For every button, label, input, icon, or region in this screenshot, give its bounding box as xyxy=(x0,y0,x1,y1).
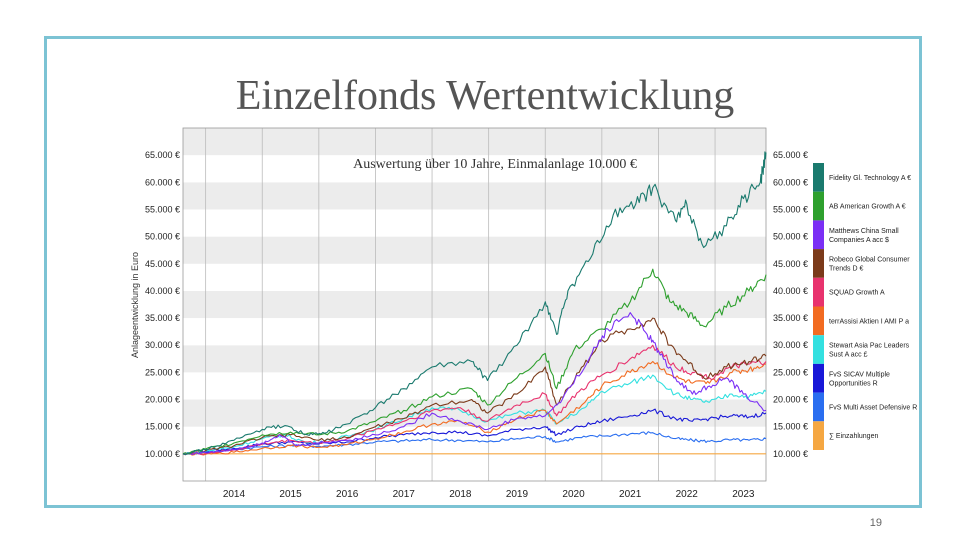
legend-label: Matthews China Small Companies A acc $ xyxy=(829,228,899,244)
y-tick-label-right: 50.000 € xyxy=(773,232,808,242)
x-tick-label: 2015 xyxy=(279,489,302,500)
series-line xyxy=(182,151,767,456)
x-tick-label: 2021 xyxy=(619,489,642,500)
legend-label: terrAssisi Aktien I AMI P a xyxy=(829,318,909,325)
legend-swatch xyxy=(813,163,824,192)
y-tick-label-left: 55.000 € xyxy=(145,204,180,214)
y-tick-label-left: 65.000 € xyxy=(145,150,180,160)
series-line xyxy=(182,268,767,455)
x-tick-label: 2023 xyxy=(732,489,755,500)
y-axis-left-ticks: 10.000 € 15.000 € 20.000 € 25.000 € 30.000 €… xyxy=(145,150,180,459)
x-tick-label: 2014 xyxy=(223,489,246,500)
series-line xyxy=(182,317,767,455)
grid-band xyxy=(183,372,766,400)
y-tick-label-right: 45.000 € xyxy=(773,259,808,269)
y-tick-label-left: 60.000 € xyxy=(145,177,180,187)
y-tick-label-right: 65.000 € xyxy=(773,150,808,160)
legend-swatch xyxy=(813,277,824,307)
grid-band xyxy=(183,209,766,237)
y-tick-label-left: 50.000 € xyxy=(145,232,180,242)
slide-frame xyxy=(44,36,922,508)
legend-swatch xyxy=(813,363,824,393)
series-line xyxy=(182,312,767,456)
slide-title: Einzelfonds Wertentwicklung xyxy=(235,73,735,119)
series-lines xyxy=(182,151,767,456)
y-tick-label-left: 20.000 € xyxy=(145,395,180,405)
grid-band xyxy=(183,263,766,291)
legend-label: SQUAD Growth A xyxy=(829,290,885,297)
legend-swatch xyxy=(813,249,824,278)
legend-label: FvS SICAV Multiple Opportunities R xyxy=(829,371,890,387)
legend-label: Fidelity Gl. Technology A € xyxy=(829,175,911,182)
chart-subtitle: Auswertung über 10 Jahre, Einmalanlage 1… xyxy=(353,157,637,172)
legend: Fidelity Gl. Technology A € AB American G… xyxy=(813,163,917,450)
grid-band xyxy=(183,426,766,454)
grid-band xyxy=(183,155,766,183)
y-tick-label-right: 55.000 € xyxy=(773,204,808,214)
plot-border xyxy=(182,127,767,482)
y-tick-label-right: 25.000 € xyxy=(773,367,808,377)
y-tick-label-right: 10.000 € xyxy=(773,449,808,459)
legend-swatch xyxy=(813,220,824,250)
x-tick-label: 2017 xyxy=(393,489,416,500)
legend-label: AB American Growth A € xyxy=(829,204,906,211)
y-tick-label-right: 30.000 € xyxy=(773,340,808,350)
y-tick-label-left: 25.000 € xyxy=(145,367,180,377)
series-line xyxy=(182,344,767,456)
y-tick-label-right: 40.000 € xyxy=(773,286,808,296)
legend-swatch xyxy=(813,392,824,422)
grid-band xyxy=(183,345,766,373)
y-axis-right-ticks: 10.000 € 15.000 € 20.000 € 25.000 € 30.000 €… xyxy=(773,150,808,459)
y-tick-label-right: 15.000 € xyxy=(773,422,808,432)
x-tick-label: 2020 xyxy=(562,489,585,500)
legend-label: ∑ Einzahlungen xyxy=(829,433,878,440)
y-axis-label: Anlageentwicklung in Euro xyxy=(130,252,140,358)
x-axis-ticks: 2014 2015 2016 2017 2018 2019 2020 2021 2022 2023 xyxy=(223,489,755,500)
y-tick-label-right: 20.000 € xyxy=(773,395,808,405)
legend-label: Stewart Asia Pac Leaders Sust A acc £ xyxy=(829,343,910,359)
x-tick-label: 2019 xyxy=(506,489,529,500)
x-tick-label: 2022 xyxy=(676,489,699,500)
grid-band xyxy=(183,236,766,264)
y-tick-label-left: 45.000 € xyxy=(145,259,180,269)
legend-label: FvS Multi Asset Defensive R xyxy=(829,404,917,411)
grid-band xyxy=(183,399,766,427)
y-tick-label-left: 15.000 € xyxy=(145,422,180,432)
legend-swatch xyxy=(813,335,824,364)
legend-swatch xyxy=(813,306,824,336)
vertical-gridlines xyxy=(205,128,716,481)
y-tick-label-right: 35.000 € xyxy=(773,313,808,323)
y-tick-label-right: 60.000 € xyxy=(773,177,808,187)
legend-swatch xyxy=(813,191,824,221)
grid-band xyxy=(183,290,766,319)
legend-label: Robeco Global Consumer Trends D € xyxy=(829,256,910,272)
grid-band xyxy=(183,182,766,210)
y-tick-label-left: 35.000 € xyxy=(145,313,180,323)
y-tick-label-left: 10.000 € xyxy=(145,449,180,459)
x-tick-label: 2018 xyxy=(449,489,472,500)
y-tick-label-left: 30.000 € xyxy=(145,340,180,350)
y-tick-label-left: 40.000 € xyxy=(145,286,180,296)
grid-band xyxy=(183,318,766,346)
slide-number: 19 xyxy=(869,517,882,529)
x-tick-label: 2016 xyxy=(336,489,359,500)
series-line xyxy=(182,374,767,455)
grid-bands xyxy=(183,128,766,454)
legend-swatch xyxy=(813,421,824,450)
grid-band xyxy=(183,128,766,156)
